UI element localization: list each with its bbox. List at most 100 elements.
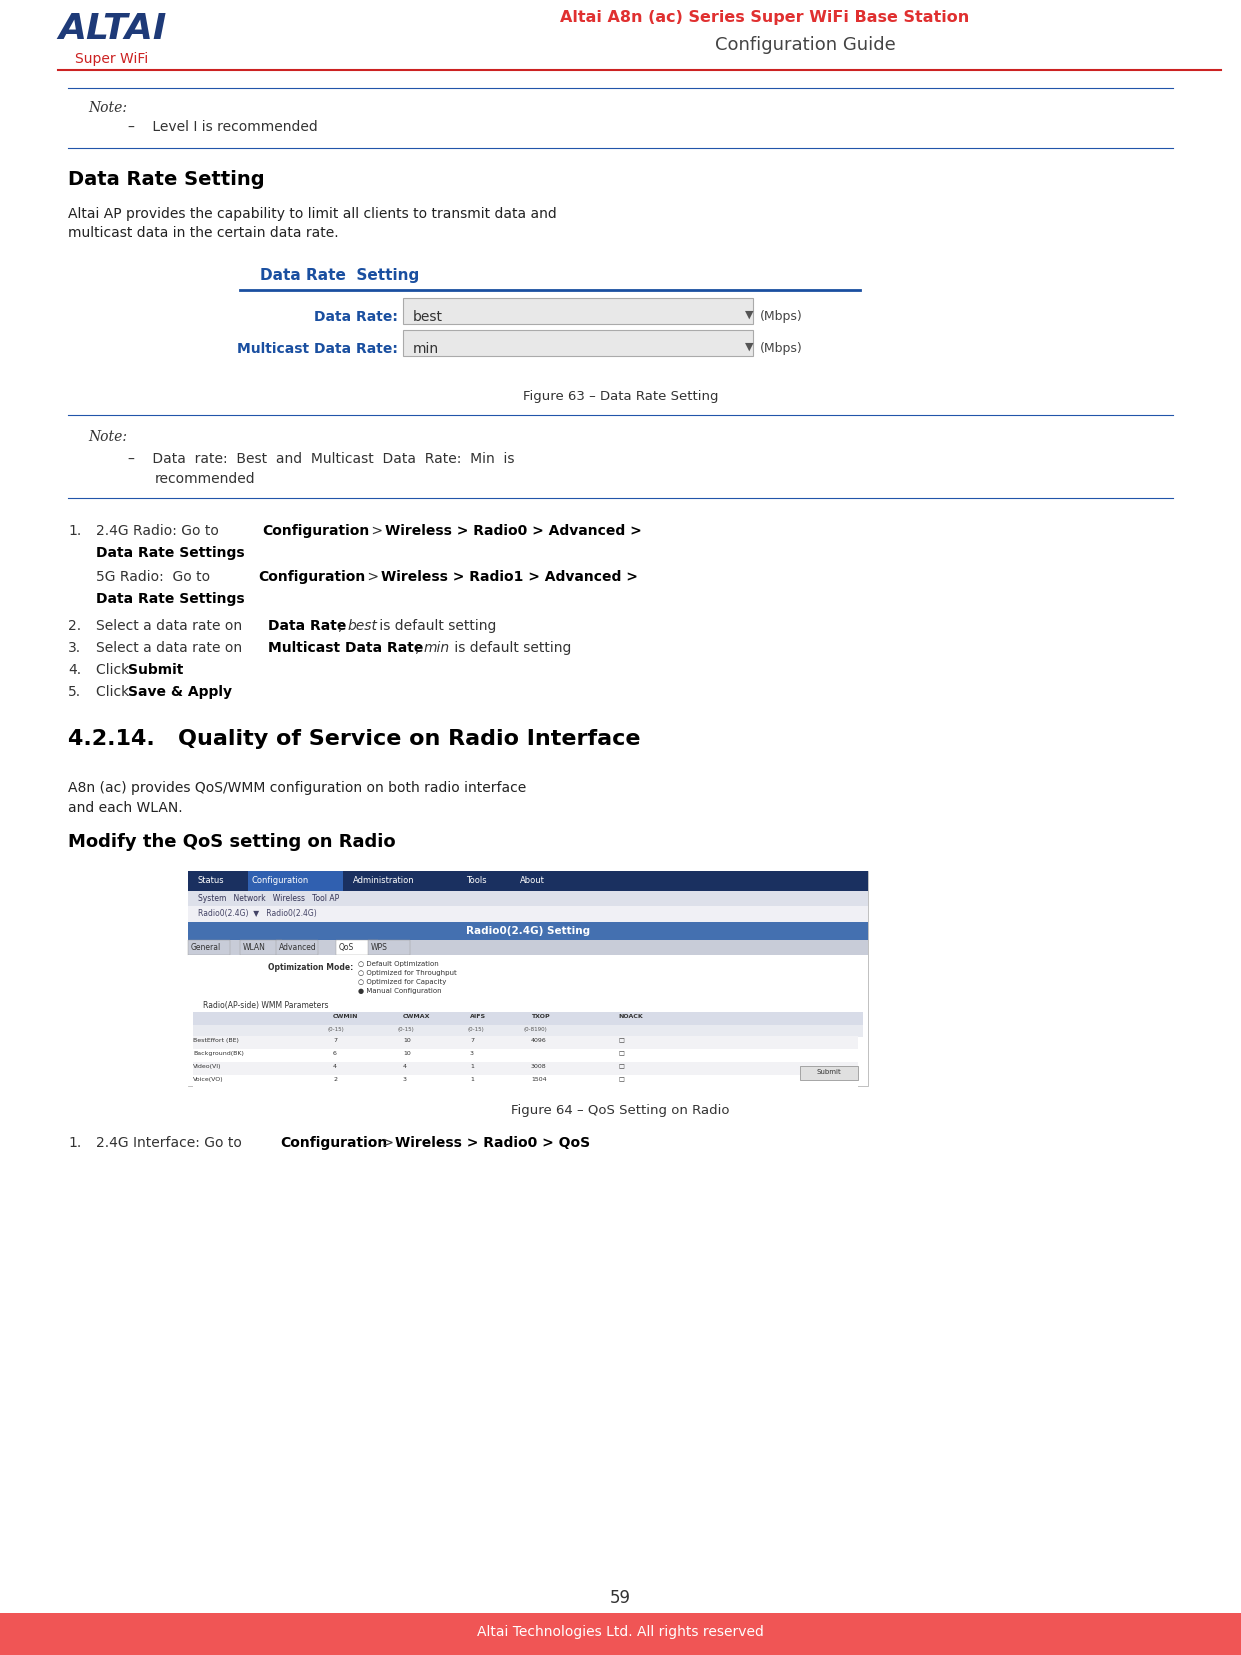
Text: ▼: ▼ [745, 343, 753, 353]
Text: ALTAI: ALTAI [58, 12, 166, 46]
Bar [800, 1066, 858, 1081]
Text: Data Rate Settings: Data Rate Settings [96, 592, 244, 606]
Text: ;: ; [338, 619, 347, 632]
Text: 59: 59 [611, 1589, 630, 1607]
Text: Wireless > Radio0 > QoS: Wireless > Radio0 > QoS [395, 1135, 591, 1150]
Text: Click: Click [96, 685, 134, 698]
Bar [194, 1036, 858, 1049]
Text: Submit: Submit [128, 664, 184, 677]
Bar [187, 940, 867, 955]
Text: 3: 3 [470, 1051, 474, 1056]
Text: WPS: WPS [371, 943, 388, 952]
Text: Configuration: Configuration [280, 1135, 387, 1150]
Text: –    Level I is recommended: – Level I is recommended [128, 121, 318, 134]
Text: Figure 64 – QoS Setting on Radio: Figure 64 – QoS Setting on Radio [511, 1104, 730, 1117]
Text: Configuration: Configuration [258, 569, 365, 584]
Text: ○ Default Optimization: ○ Default Optimization [357, 962, 439, 967]
Text: WLAN: WLAN [243, 943, 266, 952]
Text: AIFS: AIFS [470, 1015, 486, 1019]
Text: Data Rate Settings: Data Rate Settings [96, 546, 244, 559]
Text: Super WiFi: Super WiFi [74, 51, 148, 66]
Text: min: min [424, 640, 450, 655]
Text: 3: 3 [403, 1077, 407, 1082]
Text: 4: 4 [403, 1064, 407, 1069]
Text: Data Rate  Setting: Data Rate Setting [261, 268, 419, 283]
Bar [0, 1614, 1241, 1655]
Text: Radio0(2.4G) Setting: Radio0(2.4G) Setting [465, 927, 589, 937]
Text: QoS: QoS [339, 943, 354, 952]
Text: Status: Status [199, 875, 225, 885]
Bar [187, 922, 867, 940]
Text: ● Manual Configuration: ● Manual Configuration [357, 988, 442, 995]
Text: 4: 4 [333, 1064, 338, 1069]
Text: Submit: Submit [817, 1069, 841, 1076]
Text: Video(VI): Video(VI) [194, 1064, 221, 1069]
Text: recommended: recommended [155, 472, 256, 487]
Text: Data Rate Setting: Data Rate Setting [68, 170, 264, 189]
Bar [336, 940, 379, 955]
Text: 4.: 4. [68, 664, 81, 677]
Text: 10: 10 [403, 1051, 411, 1056]
Text: Note:: Note: [88, 430, 127, 444]
Bar [403, 298, 753, 324]
Bar [194, 1063, 858, 1076]
Text: multicast data in the certain data rate.: multicast data in the certain data rate. [68, 227, 339, 240]
Text: Advanced: Advanced [279, 943, 316, 952]
Text: 2.4G Radio: Go to: 2.4G Radio: Go to [96, 525, 223, 538]
Text: min: min [413, 343, 439, 356]
Text: –    Data  rate:  Best  and  Multicast  Data  Rate:  Min  is: – Data rate: Best and Multicast Data Rat… [128, 452, 515, 467]
Text: 4.2.14.   Quality of Service on Radio Interface: 4.2.14. Quality of Service on Radio Inte… [68, 728, 640, 750]
Text: Altai A8n (ac) Series Super WiFi Base Station: Altai A8n (ac) Series Super WiFi Base St… [560, 10, 969, 25]
Text: 6: 6 [333, 1051, 336, 1056]
Bar [187, 940, 230, 955]
Text: System   Network   Wireless   Tool AP: System Network Wireless Tool AP [199, 894, 339, 904]
Text: (0-15): (0-15) [398, 1028, 414, 1033]
Text: TXOP: TXOP [531, 1015, 550, 1019]
Text: Background(BK): Background(BK) [194, 1051, 244, 1056]
Text: Data Rate: Data Rate [268, 619, 346, 632]
Text: Select a data rate on: Select a data rate on [96, 619, 247, 632]
Text: and each WLAN.: and each WLAN. [68, 801, 182, 814]
Text: Configuration: Configuration [262, 525, 370, 538]
Bar [403, 329, 753, 356]
Text: ○ Optimized for Throughput: ○ Optimized for Throughput [357, 970, 457, 976]
Text: □: □ [618, 1064, 624, 1069]
Text: □: □ [618, 1077, 624, 1082]
Text: CWMIN: CWMIN [333, 1015, 359, 1019]
Text: 1: 1 [470, 1064, 474, 1069]
Text: Radio(AP-side) WMM Parameters: Radio(AP-side) WMM Parameters [204, 1001, 329, 1010]
Text: □: □ [618, 1038, 624, 1043]
Text: Radio0(2.4G)  ▼   Radio0(2.4G): Radio0(2.4G) ▼ Radio0(2.4G) [199, 909, 316, 919]
Text: (0-15): (0-15) [467, 1028, 484, 1033]
Text: (Mbps): (Mbps) [759, 309, 803, 323]
Text: 1504: 1504 [531, 1077, 546, 1082]
Text: best: best [347, 619, 377, 632]
Text: >: > [364, 569, 383, 584]
Text: 7: 7 [470, 1038, 474, 1043]
Text: Altai Technologies Ltd. All rights reserved: Altai Technologies Ltd. All rights reser… [477, 1625, 764, 1638]
Text: General: General [191, 943, 221, 952]
Bar [276, 940, 318, 955]
Text: CWMAX: CWMAX [403, 1015, 431, 1019]
Text: Save & Apply: Save & Apply [128, 685, 232, 698]
Bar [240, 940, 282, 955]
Text: ○ Optimized for Capacity: ○ Optimized for Capacity [357, 980, 447, 985]
Text: is default setting: is default setting [450, 640, 571, 655]
Text: 4096: 4096 [531, 1038, 547, 1043]
Text: 2: 2 [333, 1077, 338, 1082]
Text: is default setting: is default setting [375, 619, 496, 632]
Text: 1: 1 [470, 1077, 474, 1082]
Text: NOACK: NOACK [618, 1015, 643, 1019]
Text: Modify the QoS setting on Radio: Modify the QoS setting on Radio [68, 832, 396, 851]
Text: Tools: Tools [467, 875, 486, 885]
Text: Multicast Data Rate: Multicast Data Rate [268, 640, 423, 655]
Text: Wireless > Radio0 > Advanced >: Wireless > Radio0 > Advanced > [385, 525, 642, 538]
Text: >: > [379, 1135, 398, 1150]
Text: 2.4G Interface: Go to: 2.4G Interface: Go to [96, 1135, 246, 1150]
Bar [187, 871, 867, 890]
Text: Figure 63 – Data Rate Setting: Figure 63 – Data Rate Setting [522, 391, 719, 404]
Text: About: About [520, 875, 545, 885]
Text: A8n (ac) provides QoS/WMM configuration on both radio interface: A8n (ac) provides QoS/WMM configuration … [68, 781, 526, 794]
Bar [248, 871, 343, 890]
Text: 1.: 1. [68, 525, 81, 538]
